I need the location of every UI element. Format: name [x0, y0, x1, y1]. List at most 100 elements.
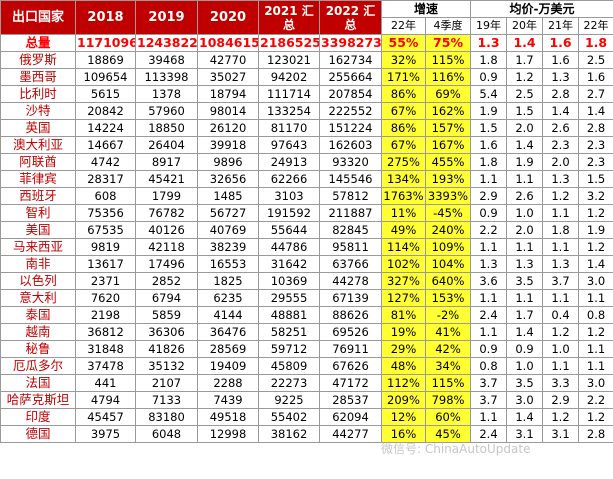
price-22: 1.9: [578, 221, 613, 239]
value-2018: 14224: [75, 119, 136, 137]
value-2022: 76911: [319, 340, 382, 358]
price-19: 1.1: [470, 408, 508, 426]
value-2021: 58251: [258, 323, 320, 341]
value-2021: 38162: [258, 425, 320, 443]
price-22: 3.2: [578, 187, 613, 205]
value-2021: 81170: [258, 119, 320, 137]
price-20: 1.0: [506, 204, 544, 222]
subheader-price-21: 21年: [542, 17, 580, 35]
value-2020: 2288: [197, 374, 259, 392]
growth-q4: 60%: [424, 408, 472, 426]
value-2019: 26404: [135, 136, 198, 154]
country-name: 俄罗斯: [0, 51, 76, 69]
value-2022: 255664: [319, 68, 382, 86]
table-row: 比利时 5615 1378 18794 111714 207854 86% 69% 5.4 2.5…: [0, 85, 613, 103]
value-2020: 4144: [197, 306, 259, 324]
price-20: 3.1: [506, 425, 544, 443]
price-20: 1.2: [506, 68, 544, 86]
value-2022: 93320: [319, 153, 382, 171]
country-name: 马来西亚: [0, 238, 76, 256]
table-row: 泰国 2198 5859 4144 48881 88626 81% -2% 2.4 1.7 0.4 0…: [0, 306, 613, 324]
value-2020: 98014: [197, 102, 259, 120]
price-22: 1.5: [578, 170, 613, 188]
value-2020: 7439: [197, 391, 259, 409]
country-name: 阿联酋: [0, 153, 76, 171]
value-2020: 42770: [197, 51, 259, 69]
value-2021: 3103: [258, 187, 320, 205]
value-2019: 35132: [135, 357, 198, 375]
price-19: 1.3: [470, 255, 508, 273]
country-name: 南非: [0, 255, 76, 273]
value-2019: 76782: [135, 204, 198, 222]
country-name: 越南: [0, 323, 76, 341]
price-20: 1.1: [506, 289, 544, 307]
value-2022: 63766: [319, 255, 382, 273]
value-2018: 18869: [75, 51, 136, 69]
table-row: 美国 67535 40126 40769 55644 82845 49% 240% 2.2 2.0…: [0, 221, 613, 239]
price-22: 2.8: [578, 425, 613, 443]
price-20: 1.0: [506, 357, 544, 375]
table-row: 德国 3975 6048 12998 38162 44277 16% 45% 2.4 3.1 3.1…: [0, 425, 613, 443]
price-20: 1.1: [506, 170, 544, 188]
growth-q4: 115%: [424, 374, 472, 392]
price-19: 1.1: [470, 238, 508, 256]
value-2018: 13617: [75, 255, 136, 273]
value-2021: 111714: [258, 85, 320, 103]
growth-q4: 162%: [424, 102, 472, 120]
growth-22: 48%: [381, 357, 426, 375]
total-2022: 3398273: [319, 34, 382, 52]
price-22: 2.5: [578, 51, 613, 69]
value-2022: 57812: [319, 187, 382, 205]
subheader-growth-q4: 4季度: [424, 17, 472, 35]
price-20: 2.5: [506, 85, 544, 103]
header-2022-line2: 总: [344, 17, 357, 32]
price-21: 2.9: [542, 391, 580, 409]
value-2019: 41826: [135, 340, 198, 358]
value-2018: 608: [75, 187, 136, 205]
value-2022: 62094: [319, 408, 382, 426]
price-20: 1.9: [506, 153, 544, 171]
value-2019: 2107: [135, 374, 198, 392]
table-row: 菲律宾 28317 45421 32656 62266 145546 134% 193% 1.1…: [0, 170, 613, 188]
value-2020: 1825: [197, 272, 259, 290]
value-2020: 1485: [197, 187, 259, 205]
value-2020: 16553: [197, 255, 259, 273]
total-growth-22: 55%: [381, 34, 426, 52]
price-21: 1.1: [542, 204, 580, 222]
value-2019: 5859: [135, 306, 198, 324]
value-2018: 37478: [75, 357, 136, 375]
value-2019: 36306: [135, 323, 198, 341]
growth-22: 327%: [381, 272, 426, 290]
value-2021: 48881: [258, 306, 320, 324]
price-22: 0.8: [578, 306, 613, 324]
price-21: 1.1: [542, 238, 580, 256]
growth-q4: 41%: [424, 323, 472, 341]
growth-22: 12%: [381, 408, 426, 426]
value-2022: 162603: [319, 136, 382, 154]
value-2019: 40126: [135, 221, 198, 239]
growth-q4: 640%: [424, 272, 472, 290]
value-2020: 9896: [197, 153, 259, 171]
value-2019: 7133: [135, 391, 198, 409]
value-2022: 69526: [319, 323, 382, 341]
growth-q4: 455%: [424, 153, 472, 171]
value-2018: 45457: [75, 408, 136, 426]
price-19: 1.8: [470, 153, 508, 171]
growth-q4: -2%: [424, 306, 472, 324]
table-row: 哈萨克斯坦 4794 7133 7439 9225 28537 209% 798% 3.7 3.0…: [0, 391, 613, 409]
table-row: 澳大利亚 14667 26404 39918 97643 162603 67% 167% 1.6…: [0, 136, 613, 154]
price-21: 2.8: [542, 85, 580, 103]
price-20: 3.0: [506, 391, 544, 409]
growth-q4: 116%: [424, 68, 472, 86]
table-row: 越南 36812 36306 36476 58251 69526 19% 41% 1.1 1.4 1…: [0, 323, 613, 341]
value-2022: 44277: [319, 425, 382, 443]
value-2018: 7620: [75, 289, 136, 307]
price-19: 0.8: [470, 357, 508, 375]
price-22: 1.2: [578, 323, 613, 341]
value-2021: 55644: [258, 221, 320, 239]
total-2019: 1243822: [135, 34, 198, 52]
price-19: 3.6: [470, 272, 508, 290]
table-row: 以色列 2371 2852 1825 10369 44278 327% 640% 3.6 3.5 3…: [0, 272, 613, 290]
value-2021: 133254: [258, 102, 320, 120]
value-2018: 2198: [75, 306, 136, 324]
